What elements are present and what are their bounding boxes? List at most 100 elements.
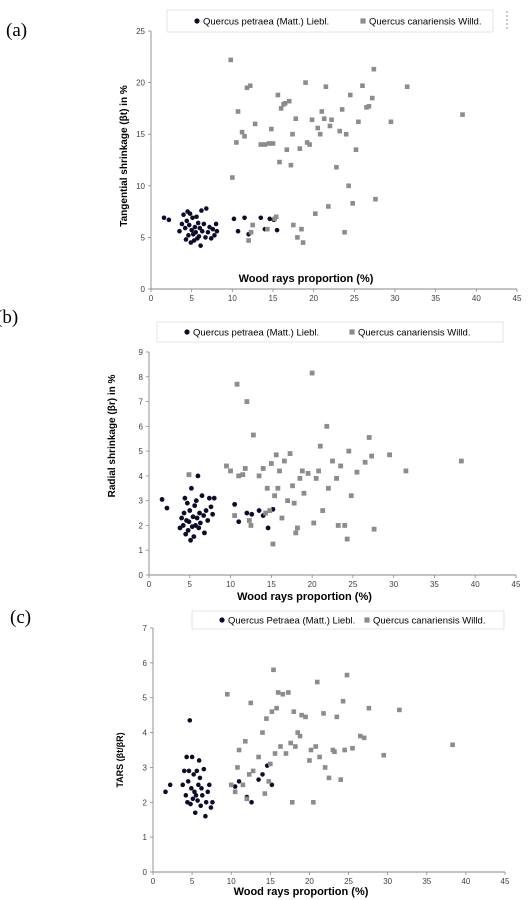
data-point-canariensis (362, 459, 368, 465)
data-point-petraea (208, 805, 214, 810)
data-point-canariensis (332, 749, 337, 755)
panel-label-b: (b) (0, 307, 19, 328)
data-point-canariensis (236, 473, 242, 479)
x-tick-label: 0 (151, 877, 156, 886)
data-point-petraea (205, 518, 211, 523)
data-point-canariensis (304, 140, 310, 145)
legend-marker-canariensis (360, 18, 366, 24)
data-point-petraea (265, 525, 271, 531)
legend-label-petraea: Quercus Petraea (Matt.) Liebl. (228, 615, 355, 626)
data-point-canariensis (321, 116, 327, 122)
data-point-petraea (184, 754, 189, 760)
data-point-petraea (187, 718, 193, 723)
data-point-petraea (199, 208, 204, 213)
data-point-petraea (166, 217, 172, 223)
series-petraea (159, 473, 276, 543)
data-point-canariensis (350, 745, 355, 751)
x-tick-label: 40 (471, 580, 480, 589)
series-petraea (161, 206, 280, 248)
data-point-canariensis (403, 468, 409, 474)
data-point-petraea (249, 799, 254, 805)
x-tick-label: 15 (267, 580, 276, 589)
data-point-petraea (183, 531, 189, 537)
data-point-canariensis (337, 128, 342, 134)
y-tick-label: 1 (143, 833, 148, 842)
x-tick-label: 35 (431, 294, 440, 303)
x-tick-label: 5 (188, 580, 193, 589)
data-point-canariensis (309, 370, 315, 376)
data-point-petraea (185, 528, 191, 533)
y-tick-label: 20 (136, 79, 145, 88)
data-point-petraea (210, 226, 216, 232)
data-point-canariensis (369, 95, 375, 101)
data-point-canariensis (256, 473, 262, 479)
data-point-petraea (164, 505, 170, 511)
data-point-petraea (161, 215, 167, 221)
data-point-canariensis (248, 700, 254, 706)
data-point-petraea (210, 799, 215, 805)
data-point-canariensis (287, 451, 293, 456)
data-point-canariensis (228, 782, 234, 788)
data-point-canariensis (334, 164, 339, 170)
data-point-petraea (180, 523, 186, 528)
x-tick-label: 25 (350, 294, 359, 303)
y-tick-label: 5 (141, 233, 146, 242)
data-point-canariensis (354, 469, 360, 475)
data-point-canariensis (240, 472, 246, 478)
data-point-canariensis (317, 754, 322, 760)
legend: Quercus petraea (Matt.) Liebl. Quercus ca… (156, 321, 504, 343)
data-point-canariensis (248, 523, 254, 528)
data-point-petraea (186, 222, 192, 228)
legend-box (156, 321, 504, 343)
data-point-canariensis (339, 107, 345, 112)
data-point-canariensis (224, 463, 229, 469)
x-axis-title: Wood rays proportion (%) (237, 591, 372, 603)
x-tick-label: 5 (190, 877, 195, 886)
data-point-canariensis (246, 772, 252, 777)
data-point-petraea (274, 227, 280, 233)
x-tick-label: 20 (308, 580, 317, 589)
data-point-petraea (184, 218, 190, 224)
data-point-canariensis (387, 452, 392, 458)
data-point-petraea (242, 215, 247, 221)
data-point-canariensis (329, 117, 334, 123)
data-point-canariensis (338, 777, 344, 782)
legend-box (191, 610, 505, 630)
data-point-canariensis (460, 112, 465, 117)
data-point-petraea (244, 510, 250, 516)
data-point-petraea (163, 789, 168, 795)
data-point-canariensis (301, 490, 307, 496)
y-tick-label: 7 (139, 398, 144, 407)
data-point-petraea (192, 224, 198, 230)
y-tick-label: 8 (139, 373, 144, 382)
y-tick-label: 0 (139, 571, 144, 580)
data-point-petraea (269, 782, 275, 788)
data-point-canariensis (273, 214, 279, 220)
x-tick-label: 20 (305, 877, 314, 886)
x-tick-label: 10 (226, 580, 235, 589)
data-point-canariensis (252, 121, 258, 127)
data-point-canariensis (371, 66, 377, 72)
data-point-canariensis (275, 92, 281, 98)
x-tick-label: 25 (344, 877, 353, 886)
data-point-petraea (196, 782, 201, 788)
data-point-canariensis (244, 399, 250, 404)
data-point-petraea (177, 228, 182, 234)
data-point-petraea (211, 495, 217, 501)
data-point-petraea (182, 495, 188, 501)
data-point-petraea (189, 786, 194, 791)
data-point-canariensis (342, 747, 347, 753)
data-point-canariensis (357, 733, 363, 739)
data-point-canariensis (295, 525, 300, 531)
data-point-canariensis (346, 448, 352, 454)
x-tick-label: 40 (461, 877, 470, 886)
data-point-canariensis (300, 240, 306, 245)
x-tick-label: 45 (513, 294, 522, 303)
y-tick-label: 10 (136, 182, 145, 191)
data-point-canariensis (278, 106, 284, 111)
data-point-canariensis (366, 435, 372, 440)
data-point-canariensis (315, 125, 321, 131)
data-point-canariensis (291, 709, 297, 714)
data-point-petraea (179, 515, 185, 521)
data-point-canariensis (281, 458, 287, 464)
